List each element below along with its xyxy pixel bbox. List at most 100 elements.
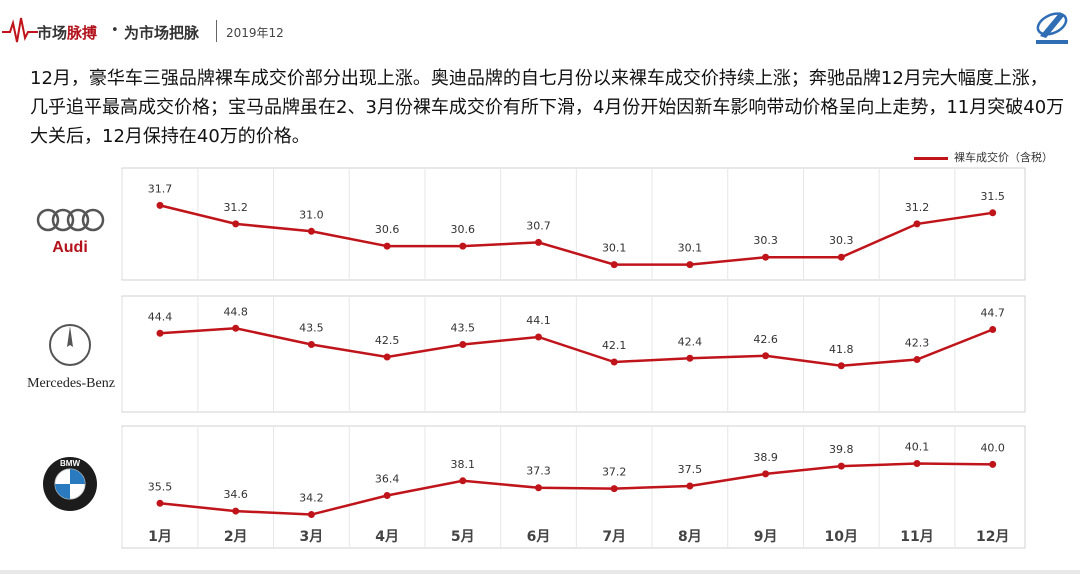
legend-swatch <box>914 157 948 160</box>
audi-data-point <box>762 253 770 261</box>
bmw-data-label: 34.2 <box>299 492 324 505</box>
mercedes-data-label: 43.5 <box>451 322 476 335</box>
mercedes-data-label: 44.7 <box>980 307 1005 320</box>
mercedes-data-label: 42.6 <box>753 333 778 346</box>
audi-data-label: 31.0 <box>299 208 324 221</box>
audi-data-point <box>307 227 315 235</box>
bmw-data-point <box>610 485 618 493</box>
audi-data-label: 30.1 <box>678 242 703 255</box>
bmw-data-label: 37.5 <box>678 463 703 476</box>
report-date: 2019年12 <box>226 26 284 40</box>
bottom-bar <box>0 570 1080 574</box>
audi-data-point <box>989 209 997 217</box>
mercedes-data-label: 42.1 <box>602 339 627 352</box>
audi-data-label: 30.1 <box>602 242 627 255</box>
mercedes-data-label: 44.1 <box>526 314 551 327</box>
audi-data-point <box>459 242 467 250</box>
month-tick-label: 2月 <box>224 529 248 545</box>
bmw-data-point <box>686 482 694 490</box>
legend-label: 裸车成交价（含税） <box>954 151 1053 164</box>
mercedes-price-line <box>159 326 994 368</box>
mercedes-logo: Mercedes-Benz <box>27 324 115 391</box>
audi-data-point <box>232 220 240 228</box>
bmw-data-label: 38.1 <box>451 458 476 471</box>
brand-name: 市场脉搏 <box>37 24 98 42</box>
bmw-data-point <box>762 470 770 478</box>
mercedes-data-point <box>535 333 542 341</box>
audi-data-label: 31.5 <box>980 190 1005 203</box>
audi-data-point <box>156 201 164 209</box>
bmw-data-label: 35.5 <box>148 480 173 493</box>
audi-data-point <box>913 220 921 228</box>
summary-text: 12月，豪华车三强品牌裸车成交价部分出现上涨。奥迪品牌的自七月份以来裸车成交价持… <box>30 68 1065 147</box>
audi-data-label: 30.3 <box>753 234 778 247</box>
mercedes-wordmark: Mercedes-Benz <box>27 376 115 391</box>
header-divider <box>216 20 217 42</box>
audi-data-point <box>837 253 845 261</box>
bmw-data-point <box>156 499 164 507</box>
bmw-data-point <box>383 492 391 500</box>
bmw-letters: BMW <box>60 459 80 468</box>
bmw-data-point <box>307 511 315 519</box>
mercedes-data-label: 44.8 <box>223 305 248 318</box>
brand-separator-dot: • <box>111 23 119 38</box>
mercedes-data-point <box>383 353 391 361</box>
bmw-data-point <box>837 462 845 470</box>
audi-panel-frame <box>121 167 1026 281</box>
mercedes-data-point <box>762 352 770 360</box>
mercedes-data-label: 42.3 <box>905 337 930 350</box>
bmw-data-point <box>989 460 997 468</box>
bmw-data-point <box>459 477 467 485</box>
bmw-data-point <box>913 460 921 468</box>
brand-tagline: 为市场把脉 <box>124 24 200 42</box>
audi-data-point <box>610 261 618 269</box>
bmw-price-line <box>159 462 993 516</box>
bmw-data-label: 39.8 <box>829 443 854 456</box>
mercedes-data-label: 42.4 <box>678 335 703 348</box>
audi-price-line <box>159 204 993 266</box>
page-header: 市场脉搏 • 为市场把脉 2019年12 <box>0 0 1080 58</box>
bmw-logo: BMW <box>43 457 97 511</box>
month-tick-label: 12月 <box>976 529 1009 545</box>
month-tick-label: 5月 <box>451 529 475 545</box>
month-tick-label: 10月 <box>825 529 858 545</box>
mercedes-data-point <box>232 324 240 332</box>
audi-logo: Audi <box>36 208 105 256</box>
bmw-data-point <box>232 507 240 515</box>
mercedes-panel-frame <box>121 295 1026 413</box>
bmw-data-label: 38.9 <box>753 451 778 464</box>
bmw-data-label: 34.6 <box>223 488 248 501</box>
bmw-data-label: 40.0 <box>980 441 1005 454</box>
audi-data-label: 31.2 <box>223 201 248 214</box>
mercedes-data-label: 44.4 <box>148 310 173 323</box>
bmw-data-label: 37.3 <box>526 465 551 478</box>
audi-wordmark: Audi <box>52 239 88 256</box>
month-tick-label: 8月 <box>678 529 702 545</box>
audi-data-label: 31.2 <box>905 201 930 214</box>
audi-data-label: 30.6 <box>375 223 400 236</box>
audi-data-label: 30.7 <box>526 219 551 232</box>
bmw-data-label: 37.2 <box>602 466 627 479</box>
mercedes-data-label: 42.5 <box>375 334 400 347</box>
mercedes-data-point <box>610 358 618 366</box>
mercedes-data-point <box>913 356 921 363</box>
bmw-data-label: 40.1 <box>905 441 930 454</box>
audi-data-label: 31.7 <box>148 182 173 195</box>
audi-data-point <box>686 261 694 269</box>
audi-data-point <box>535 238 542 246</box>
audi-data-point <box>383 242 391 250</box>
mercedes-data-point <box>156 329 164 337</box>
audi-data-label: 30.3 <box>829 234 854 247</box>
month-tick-label: 1月 <box>148 529 172 545</box>
month-tick-label: 4月 <box>375 529 399 545</box>
mercedes-data-label: 43.5 <box>299 322 324 335</box>
month-tick-label: 11月 <box>900 529 933 545</box>
month-tick-label: 3月 <box>300 529 324 545</box>
bmw-data-point <box>535 484 542 492</box>
audi-data-label: 30.6 <box>451 223 476 236</box>
month-tick-label: 7月 <box>602 529 626 545</box>
pulse-icon <box>2 17 38 43</box>
mercedes-data-point <box>837 362 845 370</box>
publisher-logo-icon <box>1036 12 1068 44</box>
